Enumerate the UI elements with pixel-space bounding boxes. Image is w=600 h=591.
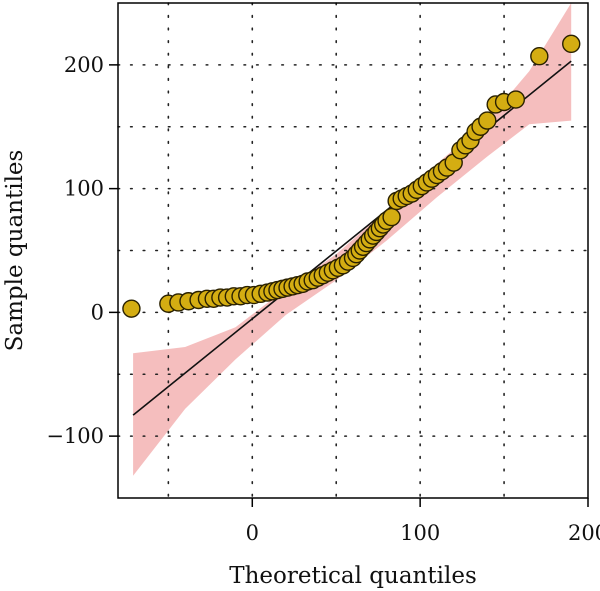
- y-tick-label: 0: [91, 300, 104, 324]
- x-axis-label: Theoretical quantiles: [229, 563, 477, 589]
- reference-line-layer: [132, 60, 572, 416]
- y-tick-label: −100: [46, 424, 104, 448]
- y-axis-label: Sample quantiles: [2, 150, 28, 352]
- x-axis: 0 100 200: [246, 498, 600, 545]
- grid-layer: [117, 2, 589, 499]
- confidence-band: [133, 3, 572, 476]
- y-axis: −100 0 100 200: [46, 53, 118, 448]
- reference-line: [132, 60, 572, 416]
- data-point: [478, 111, 497, 130]
- data-point: [562, 34, 581, 54]
- data-point: [382, 207, 401, 227]
- data-point: [506, 90, 526, 109]
- y-tick-label: 100: [64, 177, 104, 201]
- y-tick-label: 200: [64, 53, 104, 77]
- x-tick-label: 200: [568, 521, 600, 545]
- points-layer: [122, 34, 581, 318]
- plot-frame: [117, 2, 589, 499]
- confidence-band-layer: [133, 3, 572, 476]
- x-tick-label: 0: [246, 521, 259, 545]
- x-tick-label: 100: [400, 521, 440, 545]
- data-point: [530, 47, 549, 66]
- data-point: [122, 299, 141, 318]
